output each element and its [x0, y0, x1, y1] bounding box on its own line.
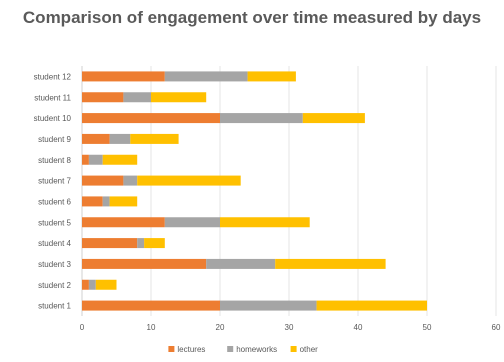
- y-category-label: student 8: [38, 156, 71, 165]
- y-category-label: student 4: [38, 239, 71, 248]
- bar-homeworks-student-1: [220, 300, 317, 311]
- bar-other-student-4: [144, 238, 165, 249]
- bar-homeworks-student-12: [164, 71, 248, 82]
- bar-homeworks-student-10: [220, 113, 303, 124]
- y-category-label: student 10: [34, 114, 72, 123]
- legend-label-lectures: lectures: [177, 345, 205, 354]
- bar-homeworks-student-5: [164, 217, 220, 228]
- bar-lectures-student-7: [82, 175, 124, 186]
- bar-other-student-8: [102, 154, 138, 165]
- bar-other-student-12: [247, 71, 296, 82]
- bar-lectures-student-6: [82, 196, 103, 207]
- y-category-label: student 6: [38, 197, 71, 206]
- bar-other-student-3: [275, 258, 386, 269]
- bar-homeworks-student-2: [88, 279, 96, 290]
- y-category-label: student 3: [38, 260, 71, 269]
- x-tick-label: 0: [80, 323, 85, 332]
- legend-label-other: other: [300, 345, 319, 354]
- bar-lectures-student-5: [82, 217, 165, 228]
- bar-homeworks-student-4: [137, 238, 145, 249]
- y-category-label: student 7: [38, 177, 71, 186]
- legend-swatch-other: [290, 346, 297, 352]
- legend: lectures homeworks other: [168, 345, 318, 354]
- bar-other-student-1: [316, 300, 427, 311]
- y-axis-labels: student 1 student 2 student 3 student 4 stud…: [34, 72, 72, 310]
- bars: [82, 71, 427, 311]
- legend-swatch-homeworks: [227, 346, 234, 352]
- legend-label-homeworks: homeworks: [236, 345, 277, 354]
- bar-other-student-5: [220, 217, 310, 228]
- bar-lectures-student-10: [82, 113, 220, 124]
- x-tick-label: 50: [423, 323, 432, 332]
- chart-title: Comparison of engagement over time measu…: [22, 8, 482, 27]
- bar-other-student-10: [302, 113, 365, 124]
- bar-lectures-student-3: [82, 258, 207, 269]
- bar-lectures-student-1: [82, 300, 220, 311]
- x-tick-label: 30: [285, 323, 294, 332]
- bar-homeworks-student-6: [102, 196, 110, 207]
- bar-lectures-student-8: [82, 154, 89, 165]
- bar-lectures-student-4: [82, 238, 138, 249]
- bar-lectures-student-11: [82, 92, 124, 103]
- x-tick-label: 10: [147, 323, 156, 332]
- bar-homeworks-student-8: [88, 154, 103, 165]
- bar-other-student-11: [151, 92, 207, 103]
- y-category-label: student 5: [38, 218, 71, 227]
- x-tick-label: 60: [492, 323, 501, 332]
- bar-other-student-7: [137, 175, 241, 186]
- grid-lines: [81, 66, 497, 316]
- bar-lectures-student-12: [82, 71, 165, 82]
- x-axis-labels: 0 10 20 30 40 50 60: [80, 323, 501, 332]
- y-category-label: student 1: [38, 302, 71, 311]
- bar-lectures-student-2: [82, 279, 89, 290]
- bar-homeworks-student-7: [123, 175, 138, 186]
- x-tick-label: 40: [354, 323, 363, 332]
- y-category-label: student 9: [38, 135, 71, 144]
- bar-other-student-2: [95, 279, 117, 290]
- bar-lectures-student-9: [82, 133, 110, 144]
- bar-other-student-6: [109, 196, 138, 207]
- x-tick-label: 20: [216, 323, 225, 332]
- legend-swatch-lectures: [168, 346, 175, 352]
- y-category-label: student 11: [34, 93, 71, 102]
- bar-homeworks-student-9: [109, 133, 131, 144]
- bar-other-student-9: [130, 133, 179, 144]
- bar-homeworks-student-3: [206, 258, 276, 269]
- bar-homeworks-student-11: [123, 92, 151, 103]
- y-category-label: student 2: [38, 281, 71, 290]
- y-category-label: student 12: [34, 72, 72, 81]
